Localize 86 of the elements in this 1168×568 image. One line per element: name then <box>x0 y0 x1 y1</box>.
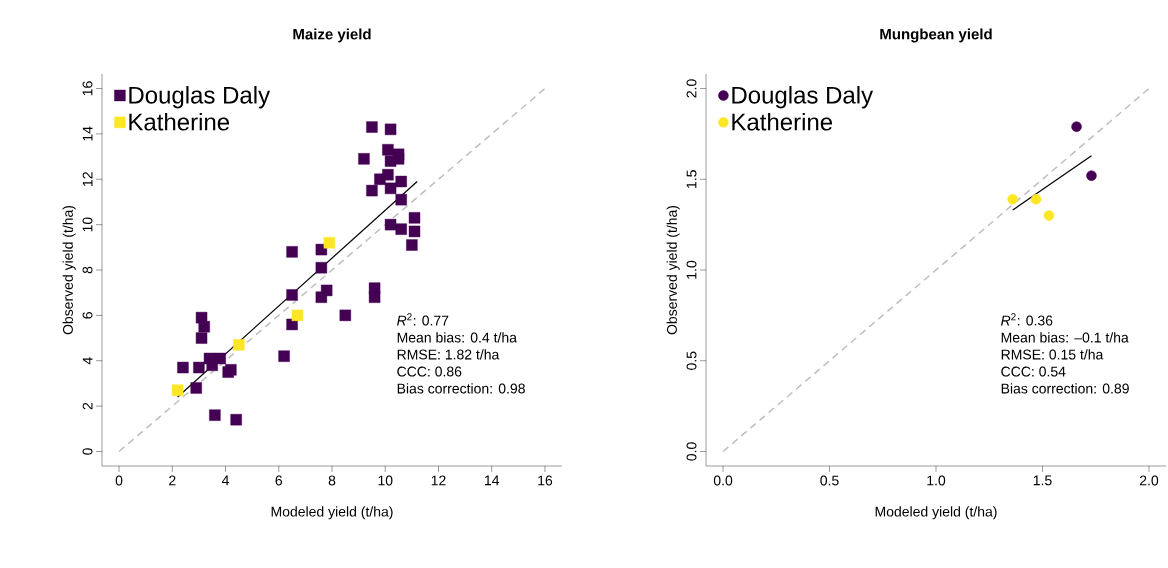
legend-label: Katherine <box>129 112 230 131</box>
y-tick-label: 8 <box>82 266 93 274</box>
x-tick-label: 6 <box>275 475 283 486</box>
point <box>233 339 245 351</box>
point <box>1007 194 1018 205</box>
annotation: Mean bias: –0.1 t/ha <box>1001 332 1129 343</box>
point <box>384 218 397 231</box>
y-tick-label: 1.0 <box>686 260 697 279</box>
point <box>339 309 352 322</box>
x-tick-label: 0.0 <box>713 475 733 486</box>
y-tick-label: 0.5 <box>686 351 697 370</box>
point <box>209 409 221 421</box>
x-tick-label: 1.5 <box>1033 475 1052 486</box>
x-tick-label: 16 <box>538 475 553 486</box>
point <box>366 121 378 133</box>
y-axis-title: Observed yield (t/ha) <box>62 205 76 335</box>
x-axis-title: Modeled yield (t/ha) <box>875 506 997 520</box>
annotation: RMSE: 1.82 t/ha <box>397 349 500 360</box>
y-tick-label: 14 <box>82 126 93 141</box>
y-tick-label: 0 <box>82 448 93 455</box>
y-tick-label: 0.0 <box>686 442 697 461</box>
chart-title: Maize yield <box>293 28 371 43</box>
point <box>1071 121 1082 132</box>
legend-label: Douglas Daly <box>732 86 874 109</box>
annotation: Bias correction: 0.98 <box>397 383 525 394</box>
point <box>286 289 298 301</box>
point <box>315 291 328 303</box>
x-tick-label: 14 <box>485 475 500 486</box>
x-tick-label: 2.0 <box>1139 475 1159 486</box>
x-tick-label: 0 <box>115 475 123 486</box>
x-tick-label: 8 <box>328 475 336 486</box>
point <box>384 123 397 136</box>
point <box>392 153 405 165</box>
point <box>1030 194 1042 205</box>
y-tick-label: 10 <box>82 217 93 232</box>
x-tick-label: 2 <box>169 475 176 486</box>
x-tick-label: 4 <box>221 475 229 486</box>
point <box>368 291 381 303</box>
point <box>193 361 205 374</box>
annotation: RMSE: 0.15 t/ha <box>1001 349 1104 360</box>
y-tick-label: 16 <box>82 81 93 96</box>
x-tick-label: 10 <box>378 475 393 486</box>
point <box>278 350 290 362</box>
point <box>406 239 418 251</box>
point <box>195 332 208 344</box>
point <box>1043 210 1055 221</box>
point <box>171 384 184 396</box>
annotation: CCC: 0.54 <box>1001 366 1066 377</box>
annotation: Bias correction: 0.89 <box>1001 383 1129 394</box>
point <box>286 246 298 258</box>
x-tick-label: 0.5 <box>820 475 839 486</box>
point <box>384 182 397 195</box>
point <box>358 153 370 165</box>
point <box>291 309 304 322</box>
y-axis-title: Observed yield (t/ha) <box>666 205 680 335</box>
annotation: Mean bias: 0.4 t/ha <box>397 332 517 343</box>
point <box>366 184 378 197</box>
point <box>395 175 407 188</box>
legend-label: Douglas Daly <box>129 86 271 109</box>
point <box>395 223 407 235</box>
y-tick-label: 2 <box>82 402 93 410</box>
point <box>382 144 394 156</box>
y-tick-label: 4 <box>82 357 93 365</box>
annotation: CCC: 0.86 <box>397 366 462 377</box>
point <box>177 361 189 374</box>
y-tick-label: 12 <box>82 172 93 186</box>
chart-title: Mungbean yield <box>880 28 992 43</box>
point <box>315 262 328 274</box>
point <box>323 237 336 249</box>
point <box>382 169 394 181</box>
x-tick-label: 12 <box>431 475 446 486</box>
point <box>198 321 210 333</box>
annotation: R$^{2}$: 0.77 <box>397 313 449 326</box>
y-tick-label: 1.5 <box>686 170 697 188</box>
point <box>230 414 242 426</box>
x-axis-title: Modeled yield (t/ha) <box>271 506 393 520</box>
y-tick-label: 2.0 <box>686 79 697 98</box>
legend-label: Katherine <box>732 112 833 131</box>
annotation: R$^{2}$: 0.36 <box>1001 313 1053 326</box>
point <box>1086 170 1097 181</box>
y-tick-label: 6 <box>82 312 93 319</box>
x-tick-label: 1.0 <box>927 475 946 486</box>
point <box>190 382 202 394</box>
point <box>408 212 421 224</box>
point <box>408 225 421 238</box>
point <box>395 193 407 206</box>
